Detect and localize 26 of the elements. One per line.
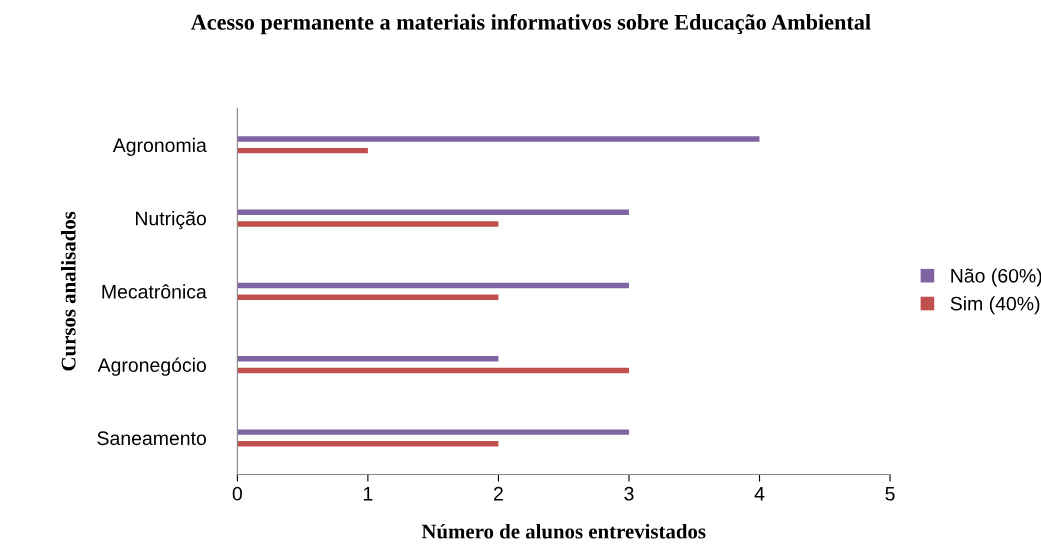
x-tick-label: 4 bbox=[754, 487, 765, 501]
bar bbox=[237, 440, 499, 447]
x-tick-label: 0 bbox=[232, 486, 242, 501]
y-axis-title: Cursos analisados bbox=[60, 211, 76, 371]
legend-label: Não (60%) bbox=[951, 268, 1041, 287]
bar bbox=[237, 356, 499, 362]
y-tick-label: Saneamento bbox=[97, 431, 206, 446]
y-tick-label: Mecatrônica bbox=[102, 284, 207, 299]
bar bbox=[237, 147, 368, 154]
x-tick-label: 3 bbox=[624, 486, 634, 501]
x-tick-label: 2 bbox=[494, 486, 503, 501]
bar bbox=[237, 429, 629, 435]
chart-title: Acesso permanente a materiais informativos sobre Educação Ambiental bbox=[190, 13, 871, 35]
y-tick-label: Agronegócio bbox=[97, 357, 206, 376]
y-tick-label: Nutrição bbox=[135, 211, 206, 230]
x-tick-label: 1 bbox=[363, 487, 373, 501]
y-tick-label: Agronomia bbox=[112, 137, 207, 156]
legend-label: Sim (40%) bbox=[950, 296, 1040, 315]
bar bbox=[237, 209, 629, 216]
bar bbox=[237, 282, 629, 289]
bar bbox=[237, 294, 499, 300]
bar bbox=[237, 367, 629, 374]
x-tick-label: 5 bbox=[885, 487, 895, 501]
x-axis-title: Número de alunos entrevistados bbox=[421, 523, 706, 539]
bar bbox=[237, 221, 499, 227]
bar bbox=[237, 136, 760, 142]
